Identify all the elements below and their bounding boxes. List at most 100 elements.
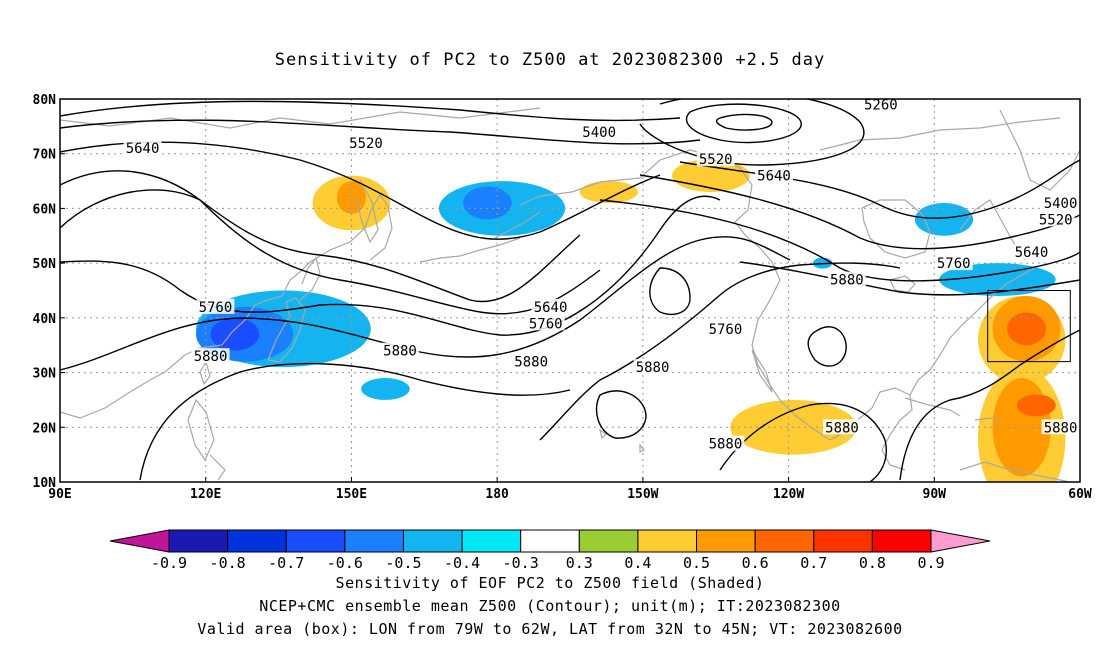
contour-label-bg [861, 96, 900, 112]
contour-label-bg [580, 123, 619, 139]
contour-label: 5880 [825, 420, 859, 436]
y-tick-label: 30N [33, 367, 57, 382]
y-tick-label: 80N [33, 93, 57, 108]
contour-label: 5520 [699, 152, 733, 168]
y-tick-label: 60N [33, 202, 57, 217]
colorbar-tick-label: 0.9 [917, 554, 944, 572]
contour-label: 5880 [830, 273, 864, 289]
y-tick-label: 50N [33, 257, 57, 272]
colorbar-swatch [168, 529, 229, 553]
caption-line-3: Valid area (box): LON from 79W to 62W, L… [197, 620, 903, 638]
contour-label-bg [934, 255, 973, 271]
colorbar-over-triangle [930, 529, 991, 553]
contour-label-bg [1041, 194, 1080, 210]
contour-label: 5760 [937, 256, 971, 272]
contour-label: 5880 [636, 360, 670, 376]
contour-label: 5640 [1015, 245, 1049, 261]
contour-label-bg [526, 315, 565, 331]
colorbar-tick-label: -0.7 [268, 554, 304, 572]
x-tick-label: 150E [336, 487, 367, 502]
contour-label-bg [827, 271, 866, 287]
contour-label-bg [755, 167, 793, 183]
y-tick-label: 40N [33, 312, 57, 327]
contour-label-bg [347, 134, 385, 150]
colorbar-under-triangle [109, 529, 170, 553]
contour-label-bg [191, 348, 230, 364]
y-tick-label: 20N [33, 421, 57, 436]
contour-label: 5760 [199, 300, 233, 316]
x-tick-label: 120E [190, 487, 221, 502]
caption-line-2: NCEP+CMC ensemble mean Z500 (Contour); u… [259, 597, 841, 615]
contour-label: 5640 [757, 169, 791, 185]
colorbar-swatch [344, 529, 404, 553]
colorbar-tick-label: -0.8 [210, 554, 246, 572]
colorbar-tick-label: 0.7 [800, 554, 827, 572]
axis-labels: 90E 120E 150E 180 150W 120W 90W 60W 10N 20N 30N 40N… [33, 93, 1092, 502]
colorbar-swatch [871, 529, 932, 553]
contour-label-bg [1012, 244, 1051, 260]
z500-contours [60, 99, 1080, 482]
colorbar-tick-label: -0.5 [385, 554, 421, 572]
sensitivity-patch [463, 186, 512, 220]
x-tick-label: 90W [923, 487, 947, 502]
contour-label: 5760 [709, 322, 743, 338]
contour-label: 5880 [383, 344, 417, 360]
contour-label: 5880 [709, 437, 743, 453]
contour-label-bg [531, 298, 570, 314]
colorbar-tick-label: -0.3 [503, 554, 539, 572]
contour-label-bg [196, 298, 235, 314]
contour-label: 5520 [1039, 212, 1073, 228]
sensitivity-patch [1016, 394, 1056, 417]
contour-label: 5520 [349, 136, 383, 152]
contour-label-bg [706, 320, 745, 336]
x-tick-label: 180 [485, 487, 509, 502]
contour-label-bg [823, 419, 861, 435]
x-tick-label: 90E [48, 487, 71, 502]
colorbar-swatch [402, 529, 463, 553]
contour-label: 5400 [582, 125, 616, 141]
plot-frame [59, 98, 1081, 483]
x-tick-label: 120W [773, 487, 804, 502]
colorbar-tick-label: 0.4 [624, 554, 651, 572]
contour-label: 5760 [529, 316, 563, 332]
contour-label: 5640 [126, 141, 160, 157]
x-tick-label: 60W [1068, 487, 1092, 502]
contour-label: 5260 [864, 97, 898, 113]
colorbar-swatch [285, 529, 346, 553]
contour-label-bg [706, 435, 745, 451]
contour-label-bg [633, 359, 672, 375]
sensitivity-patch [914, 202, 974, 236]
colorbar-tick-label: -0.6 [327, 554, 363, 572]
valid-area-box [987, 290, 1071, 363]
colorbar-swatch [754, 529, 815, 553]
sensitivity-patch [579, 181, 638, 203]
colorbar: -0.9 -0.8 -0.7 -0.6 -0.5 -0.4 -0.3 0.3 0.4 0.5 0.6… [109, 529, 991, 572]
contour-label: 5880 [1044, 420, 1078, 436]
contour-label: 5400 [1044, 196, 1078, 212]
sensitivity-patch [1007, 312, 1046, 346]
colorbar-tick-label: 0.5 [683, 554, 710, 572]
sensitivity-patch [210, 317, 260, 351]
page-title: Sensitivity of PC2 to Z500 at 2023082300… [274, 50, 826, 70]
colorbar-swatch [637, 529, 698, 553]
colorbar-swatch [520, 529, 580, 553]
contour-label-bg [1041, 419, 1080, 435]
contour-label-bg [381, 342, 419, 358]
colorbar-tick-label: 0.6 [742, 554, 769, 572]
colorbar-swatch [578, 529, 639, 553]
contour-label: 5880 [194, 349, 228, 365]
contour-label-bg [123, 140, 162, 156]
colorbar-swatch [696, 529, 756, 553]
sensitivity-shading [195, 159, 1066, 482]
contour-label-bg [696, 151, 735, 167]
sensitivity-patch [336, 181, 366, 214]
contour-labels: 5260540054005520552055205640564056405640… [123, 96, 1080, 453]
colorbar-swatch [813, 529, 873, 553]
colorbar-swatch [227, 529, 287, 553]
contour-label: 5640 [534, 300, 568, 316]
colorbar-tick-label: -0.9 [151, 554, 187, 572]
contour-label-bg [512, 353, 551, 369]
colorbar-tick-label: 0.8 [859, 554, 886, 572]
contour-label-bg [1036, 211, 1075, 227]
